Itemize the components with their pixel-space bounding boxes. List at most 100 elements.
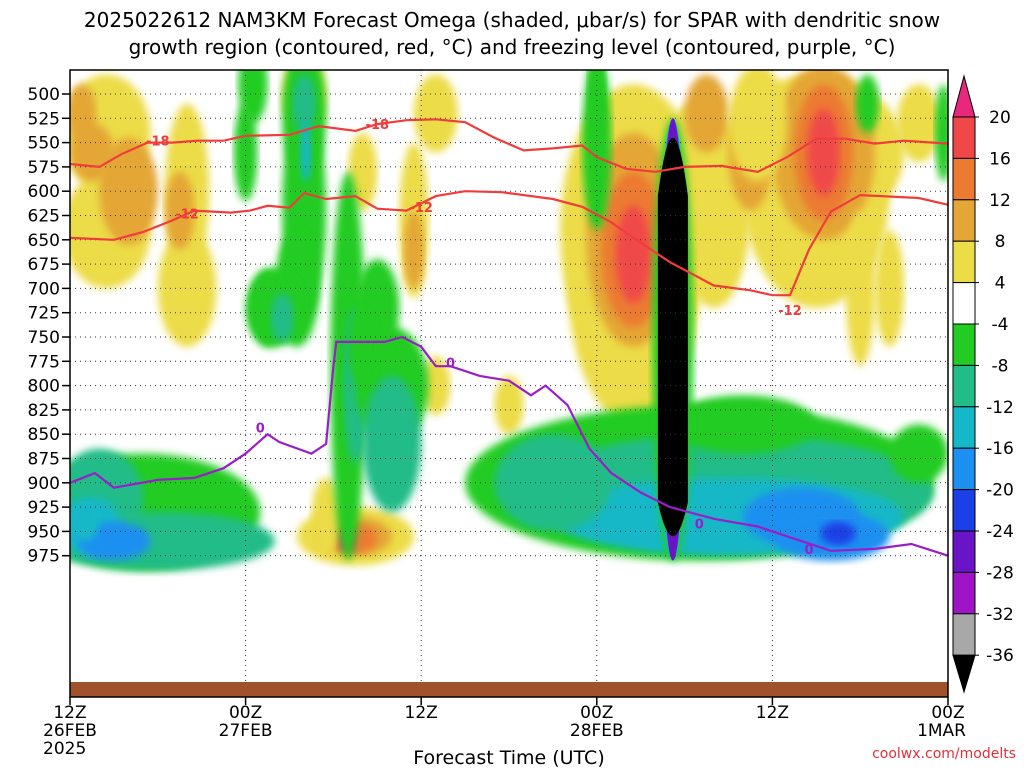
- pressure-tick-label: 750: [28, 328, 60, 348]
- omega-negative-small-blob: [238, 70, 268, 124]
- colorbar-segment: [952, 447, 976, 491]
- omega-negative-band-blob: [820, 521, 856, 546]
- colorbar-segment: [952, 613, 976, 656]
- omega-negative-blob: [270, 293, 294, 342]
- freezing-level-0-label: 0: [804, 543, 813, 558]
- omega-negative-blob: [348, 307, 378, 386]
- colorbar-segment: [952, 406, 976, 449]
- pressure-axis: 500 525 550 575 600 625 650 675 700 725 750 775 800 8…: [28, 85, 70, 567]
- pressure-tick-label: 925: [28, 498, 60, 518]
- chart-title-line-2: growth region (contoured, red, °C) and f…: [129, 35, 896, 59]
- colorbar-segment: [952, 240, 976, 284]
- pressure-tick-label: 650: [28, 231, 60, 251]
- terrain-ground: [70, 682, 948, 697]
- colorbar-segment: [952, 530, 976, 573]
- omega-negative-blob: [362, 375, 422, 512]
- omega-positive-upper-blob: [403, 210, 425, 289]
- colorbar-segment: [952, 199, 976, 242]
- plot-frame: [69, 69, 949, 698]
- temperature-contours: -18 -18 -12 -12 -12 0 0 0 0: [70, 118, 948, 558]
- dgz-minus-12-line: [70, 190, 948, 297]
- freezing-level-0-label: 0: [256, 421, 265, 436]
- omega-positive-upper-blob: [413, 74, 458, 153]
- colorbar-tick-label: -24: [986, 522, 1014, 542]
- colorbar-tick-label: -8: [992, 356, 1009, 376]
- omega-shading: [70, 70, 948, 697]
- omega-positive-upper-blob: [70, 84, 97, 143]
- omega-positive-blob: [874, 230, 905, 347]
- pressure-tick-label: 675: [28, 255, 60, 275]
- omega-negative-band-blob: [494, 434, 612, 532]
- omega-positive-blob: [807, 108, 840, 197]
- colorbar-tick-label: 12: [989, 191, 1011, 211]
- pressure-tick-label: 900: [28, 474, 60, 494]
- omega-positive-blob: [615, 205, 651, 303]
- pressure-tick-label: 950: [28, 522, 60, 542]
- dgz-minus-12-label: -12: [409, 201, 433, 216]
- omega-positive-upper-blob: [99, 137, 158, 245]
- pressure-tick-label: 550: [28, 134, 60, 154]
- colorbar-segment: [952, 74, 976, 118]
- colorbar-tick-label: -4: [992, 315, 1009, 335]
- colorbar-tick-label: -28: [986, 563, 1014, 583]
- omega-negative-lowlevel-blob: [70, 502, 100, 542]
- colorbar-tick-label: 8: [995, 232, 1006, 252]
- time-tick-label: 26FEB: [43, 721, 97, 741]
- x-axis-label: Forecast Time (UTC): [413, 747, 604, 768]
- omega-positive-blob: [896, 84, 941, 163]
- time-tick-label: 00Z: [229, 703, 262, 723]
- omega-negative-band-blob: [889, 424, 948, 483]
- freezing-level-0-label: 0: [695, 518, 704, 533]
- pressure-tick-label: 775: [28, 352, 60, 372]
- dgz-minus-18-line: [70, 118, 948, 173]
- pressure-tick-label: 525: [28, 109, 60, 129]
- pressure-tick-label: 625: [28, 207, 60, 227]
- time-tick-label: 12Z: [53, 703, 86, 723]
- omega-positive-upper-blob: [494, 375, 524, 435]
- pressure-tick-label: 700: [28, 279, 60, 299]
- dgz-minus-18-label: -18: [366, 118, 390, 133]
- pressure-tick-label: 500: [28, 85, 60, 105]
- freezing-level-0-line: [70, 335, 948, 557]
- colorbar-segment: [952, 364, 976, 408]
- pressure-tick-label: 575: [28, 158, 60, 178]
- pressure-tick-label: 975: [28, 547, 60, 567]
- omega-positive-upper-blob: [165, 171, 195, 250]
- watermark: coolwx.com/modelts: [872, 746, 1016, 762]
- dgz-minus-18-label: -18: [146, 135, 170, 150]
- time-tick-label: 12Z: [756, 703, 789, 723]
- colorbar-segment: [952, 157, 976, 201]
- time-tick-label: 27FEB: [219, 721, 273, 741]
- pressure-tick-label: 875: [28, 450, 60, 470]
- time-tick-label: 1MAR: [917, 721, 966, 741]
- black-column-core: [657, 137, 688, 537]
- colorbar-tick-label: -36: [986, 646, 1014, 666]
- omega-colorbar: 20 16 12 8 4 -4 -8 -12 -16 -20 -24 -28 -32 -36: [952, 74, 1014, 694]
- omega-positive-blob: [728, 70, 788, 182]
- time-tick-label: 2025: [43, 739, 86, 759]
- dgz-minus-12-label: -12: [778, 304, 802, 319]
- dgz-minus-12-label: -12: [175, 208, 199, 223]
- colorbar-tick-label: -16: [986, 439, 1014, 459]
- colorbar-tick-label: -32: [986, 605, 1014, 625]
- pressure-tick-label: 850: [28, 425, 60, 445]
- omega-negative-small-blob: [855, 74, 880, 133]
- omega-positive-lowlevel-blob: [311, 477, 341, 556]
- colorbar-segment: [952, 489, 976, 532]
- omega-negative-blob: [233, 103, 258, 201]
- colorbar-segment: [952, 116, 976, 159]
- time-tick-label: 28FEB: [570, 721, 624, 741]
- colorbar-segment: [952, 654, 976, 694]
- omega-negative-small-blob: [588, 70, 606, 133]
- omega-negative-small-blob: [934, 84, 948, 182]
- chart-title-line-1: 2025022612 NAM3KM Forecast Omega (shaded…: [84, 8, 940, 32]
- freezing-level-0-label: 0: [446, 356, 455, 371]
- omega-negative-blob: [299, 123, 312, 182]
- colorbar-tick-label: -20: [986, 481, 1014, 501]
- time-tick-label: 00Z: [931, 703, 964, 723]
- omega-positive-blob: [684, 74, 729, 153]
- colorbar-tick-label: 4: [995, 274, 1006, 294]
- omega-negative-blob: [292, 74, 316, 133]
